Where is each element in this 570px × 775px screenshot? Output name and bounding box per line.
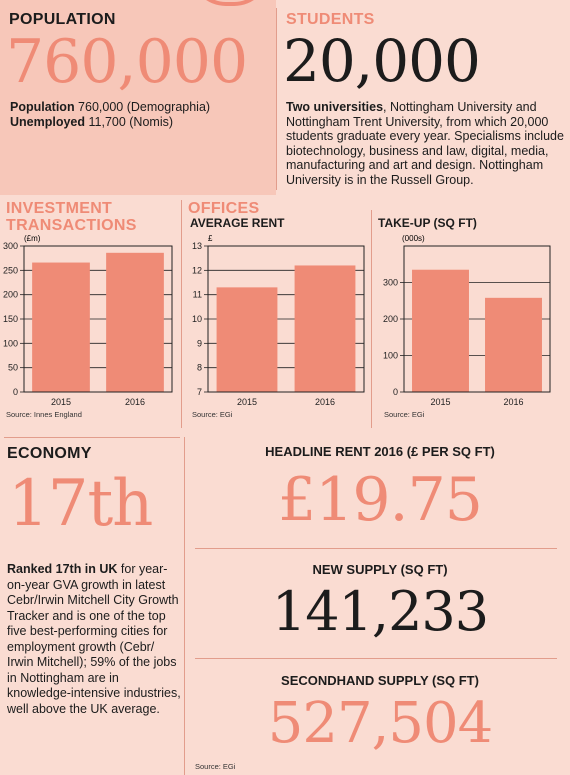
average-rent-chart-ticks: 7 8 9 10 11 12 13: [192, 241, 208, 397]
new-supply-value: 141,233: [271, 580, 489, 643]
average-rent-tick-label: 10: [192, 314, 202, 324]
take-up-chart-ticks: 0 100 200 300: [383, 278, 404, 397]
students-heading: STUDENTS: [286, 11, 375, 28]
investment-chart-ticks: 0 50 100 150 200 250 300: [3, 241, 24, 397]
average-rent-tick-label: 12: [192, 265, 202, 275]
investment-bar-2015: [32, 262, 90, 392]
average-rent-chart: 7 8 9 10 11 12 13 2015 2016 £: [192, 234, 365, 407]
students-panel: [276, 0, 570, 195]
divider-vertical-right: [371, 210, 372, 428]
take-up-source: Source: EGi: [384, 410, 425, 419]
students-big-number: 20,000: [283, 27, 481, 95]
students-lead: Two universities: [286, 100, 384, 114]
average-rent-x-label: 2015: [237, 397, 257, 407]
divider-horizontal-economy: [4, 437, 180, 438]
average-rent-tick-label: 8: [197, 363, 202, 373]
investment-bar-2016: [106, 252, 164, 392]
take-up-chart: 0 100 200 300 2015 2016 (000s): [383, 234, 551, 407]
take-up-x-label: 2015: [430, 397, 450, 407]
investment-heading: INVESTMENT TRANSACTIONS: [6, 200, 137, 234]
average-rent-tick-label: 7: [197, 387, 202, 397]
secondhand-supply-label: SECONDHAND SUPPLY (SQ FT): [281, 673, 479, 688]
unemployed-value: 11,700 (Nomis): [85, 114, 174, 129]
investment-unit-label: (£m): [24, 234, 41, 243]
take-up-tick-label: 300: [383, 278, 398, 288]
investment-plot-frame: [23, 245, 173, 393]
take-up-bar-2016: [485, 297, 542, 392]
population-value: 760,000 (Demographia): [74, 100, 211, 114]
investment-chart: 0 50 100 150 200 250 300 2015 2016 (£m): [3, 234, 173, 407]
new-supply-label: NEW SUPPLY (SQ FT): [312, 562, 448, 577]
average-rent-unit-label: £: [208, 234, 213, 243]
students-text: Two universities, Nottingham University …: [286, 100, 564, 187]
take-up-x-label: 2016: [503, 397, 523, 407]
investment-tick-label: 300: [3, 241, 18, 251]
take-up-tick-label: 200: [383, 314, 398, 324]
economy-lead: Ranked 17th in UK: [7, 562, 118, 576]
population-heading: POPULATION: [9, 11, 116, 28]
headline-rent-value: £19.75: [278, 465, 483, 535]
investment-tick-label: 200: [3, 290, 18, 300]
population-details: Population 760,000 (Demographia) Unemplo…: [10, 100, 272, 129]
investment-source: Source: Innes England: [6, 410, 82, 419]
average-rent-tick-label: 13: [192, 241, 202, 251]
investment-heading-line2: TRANSACTIONS: [6, 217, 137, 234]
average-rent-title: AVERAGE RENT: [190, 216, 285, 230]
headline-rent-label: HEADLINE RENT 2016 (£ PER SQ FT): [265, 444, 495, 459]
average-rent-chart-xlabels: 2015 2016: [237, 397, 335, 407]
investment-x-label: 2016: [125, 397, 145, 407]
average-rent-plot-frame: [207, 245, 365, 393]
take-up-chart-bars: [412, 269, 542, 392]
divider-horizontal-rent: [195, 548, 557, 549]
investment-chart-xlabels: 2015 2016: [51, 397, 145, 407]
average-rent-x-label: 2016: [315, 397, 335, 407]
divider-vertical-bottom: [184, 437, 185, 775]
economy-heading: ECONOMY: [7, 445, 92, 462]
investment-tick-label: 150: [3, 314, 18, 324]
average-rent-bar-2015: [216, 287, 278, 392]
bottom-source: Source: EGi: [195, 762, 236, 771]
population-panel: [0, 0, 276, 195]
offices-heading: OFFICES: [188, 200, 260, 217]
economy-body: for year-on-year GVA growth in latest Ce…: [7, 562, 181, 716]
investment-tick-label: 0: [13, 387, 18, 397]
investment-tick-label: 50: [8, 363, 18, 373]
economy-text: Ranked 17th in UK for year-on-year GVA g…: [7, 562, 182, 717]
average-rent-tick-label: 9: [197, 338, 202, 348]
average-rent-bar-2016: [294, 265, 356, 392]
students-body: , Nottingham University and Nottingham T…: [286, 100, 564, 187]
investment-heading-line1: INVESTMENT: [6, 200, 113, 217]
average-rent-chart-bars: [216, 265, 356, 392]
investment-x-label: 2015: [51, 397, 71, 407]
economy-big-number: 17th: [8, 467, 153, 541]
take-up-unit-label: (000s): [402, 234, 425, 243]
average-rent-source: Source: EGi: [192, 410, 233, 419]
take-up-chart-xlabels: 2015 2016: [430, 397, 523, 407]
investment-tick-label: 250: [3, 265, 18, 275]
take-up-title: TAKE-UP (SQ FT): [378, 216, 477, 230]
population-big-number: 760,000: [6, 27, 248, 97]
divider-vertical-mid: [181, 200, 182, 428]
divider-horizontal-supply: [195, 658, 557, 659]
population-label: Population: [10, 100, 75, 114]
take-up-tick-label: 0: [393, 387, 398, 397]
take-up-bar-2015: [412, 269, 469, 392]
secondhand-supply-value: 527,504: [267, 691, 494, 756]
unemployed-label: Unemployed: [10, 114, 86, 129]
divider-vertical-top: [276, 8, 277, 190]
take-up-plot-frame: [403, 245, 551, 393]
take-up-tick-label: 100: [383, 351, 398, 361]
investment-tick-label: 100: [3, 338, 18, 348]
investment-chart-bars: [32, 252, 164, 392]
average-rent-tick-label: 11: [193, 290, 202, 300]
